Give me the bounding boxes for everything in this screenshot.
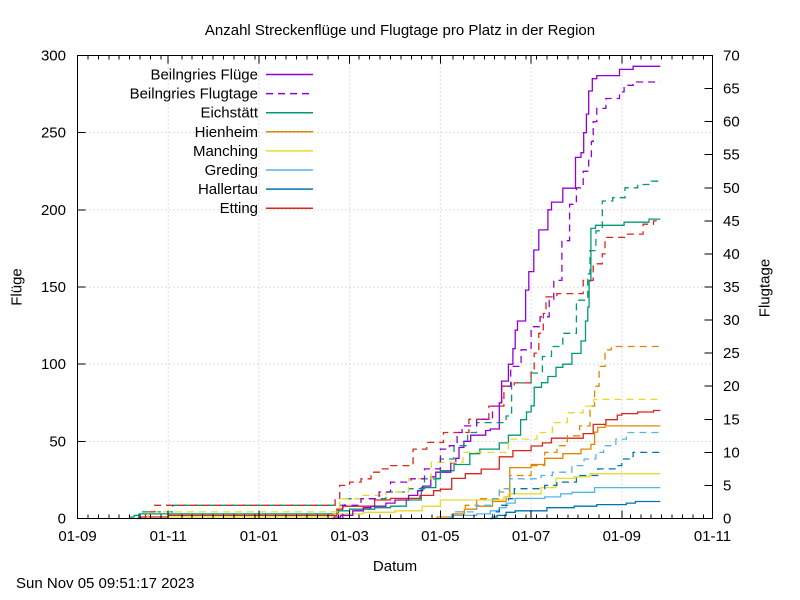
y-left-tick-label: 50	[49, 433, 66, 450]
y-right-tick-label: 35	[723, 279, 740, 296]
x-tick-label: 01-11	[150, 528, 187, 545]
series-line-manching-flugtage	[145, 398, 661, 520]
series-line-beilngries-fluege	[332, 65, 661, 520]
y-right-axis-label: Flugtage	[756, 258, 774, 318]
series-line-eichstaett-fluege	[129, 218, 661, 520]
legend-label: Beilngries Flugtage	[130, 86, 258, 103]
legend-label: Hallertau	[198, 181, 258, 198]
plot-timestamp: Sun Nov 05 09:51:17 2023	[16, 575, 195, 592]
chart-title: Anzahl Streckenflüge und Flugtage pro Pl…	[204, 22, 596, 39]
y-right-tick-label: 0	[723, 511, 731, 528]
x-tick-label: 01-09	[58, 528, 96, 545]
y-right-tick-label: 30	[723, 312, 740, 329]
y-right-tick-label: 65	[723, 81, 740, 98]
series-line-manching-fluege	[145, 473, 661, 520]
x-tick-label: 01-05	[421, 528, 459, 545]
y-left-axis-label: Flüge	[8, 268, 26, 306]
y-right-tick-label: 55	[723, 147, 740, 164]
series-line-hallertau-fluege	[490, 500, 661, 520]
legend-label: Manching	[193, 143, 258, 160]
y-right-tick-label: 60	[723, 114, 740, 131]
series-line-hienheim-flugtage	[451, 345, 661, 520]
series-line-hallertau-flugtage	[490, 451, 661, 520]
legend-label: Beilngries Flüge	[150, 67, 258, 84]
series-line-greding-flugtage	[449, 431, 661, 520]
x-tick-label: 01-11	[694, 528, 731, 545]
y-right-tick-label: 70	[723, 48, 740, 65]
y-left-tick-label: 0	[58, 511, 66, 528]
y-right-tick-label: 10	[723, 444, 740, 461]
x-tick-label: 01-03	[330, 528, 368, 545]
legend-label: Greding	[205, 162, 258, 179]
y-right-tick-label: 40	[723, 246, 740, 263]
x-tick-label: 01-01	[240, 528, 278, 545]
y-left-tick-label: 250	[41, 125, 66, 142]
y-right-tick-label: 25	[723, 345, 740, 362]
y-left-tick-label: 100	[41, 356, 66, 373]
y-right-tick-label: 20	[723, 378, 740, 395]
series-line-etting-fluege	[138, 409, 661, 520]
y-left-tick-label: 150	[41, 279, 66, 296]
y-right-tick-label: 45	[723, 213, 740, 230]
x-tick-label: 01-07	[512, 528, 550, 545]
y-left-tick-label: 300	[41, 48, 66, 65]
y-right-tick-label: 5	[723, 477, 731, 494]
legend-label: Hienheim	[195, 124, 258, 141]
series-line-beilngries-flugtage	[340, 81, 661, 520]
y-right-tick-label: 15	[723, 411, 740, 428]
y-left-tick-label: 200	[41, 202, 66, 219]
series-line-eichstaett-flugtage	[136, 180, 661, 520]
plot-border	[77, 55, 713, 519]
y-right-tick-label: 50	[723, 180, 740, 197]
x-tick-label: 01-09	[603, 528, 641, 545]
legend-label: Etting	[220, 200, 258, 217]
series-line-etting-flugtage	[143, 220, 661, 520]
legend-label: Eichstätt	[200, 105, 258, 122]
x-axis-label: Datum	[372, 558, 418, 575]
